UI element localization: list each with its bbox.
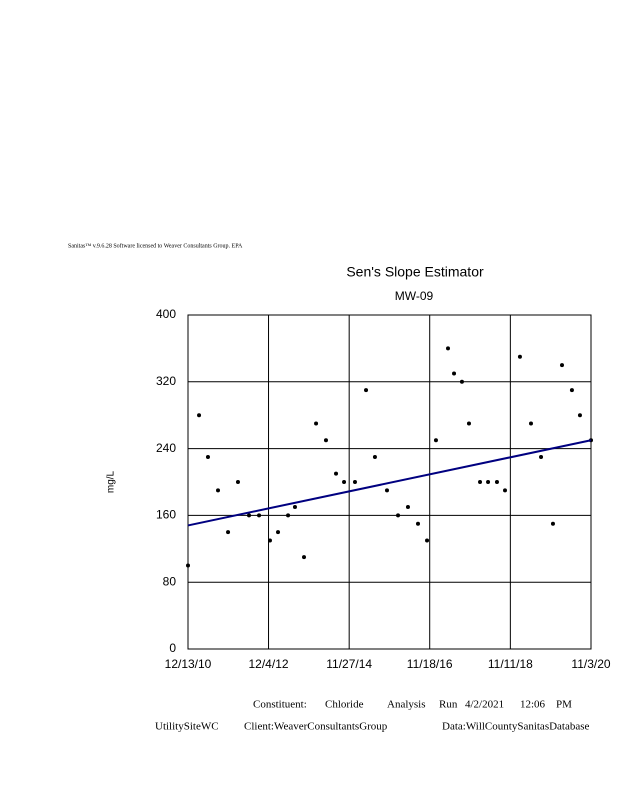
data-point — [235, 480, 240, 484]
data-point — [186, 563, 190, 568]
data-point — [286, 513, 291, 518]
x-tick-label: 11/11/18 — [488, 657, 533, 671]
x-tick-label: 11/27/14 — [326, 657, 372, 671]
data-point — [257, 513, 262, 518]
data-point — [384, 488, 389, 493]
data-point — [334, 471, 339, 476]
software-header: Sanitas™ v.9.6.28 Software licensed to W… — [68, 242, 243, 249]
data-point — [314, 421, 319, 426]
data-point — [577, 413, 582, 418]
data-point — [517, 354, 522, 359]
data-point — [197, 413, 202, 418]
data-point — [216, 488, 221, 493]
data-point — [494, 480, 499, 484]
chart-title: Sen's Slope Estimator — [346, 264, 484, 280]
data-point — [452, 371, 457, 376]
data-point — [550, 521, 555, 526]
y-tick-label: 80 — [163, 574, 177, 588]
footer-text: 4/2/2021 — [465, 699, 504, 711]
data-point — [267, 538, 272, 543]
footer-text: Data:WillCountySanitasDatabase — [442, 721, 590, 733]
data-point — [405, 505, 410, 510]
y-tick-label: 240 — [156, 441, 176, 455]
data-point — [569, 388, 574, 393]
y-tick-label: 0 — [169, 641, 176, 655]
data-point — [276, 530, 281, 535]
trend-line — [187, 439, 592, 527]
footer-text: Run — [439, 699, 458, 711]
data-point — [302, 555, 307, 560]
data-point — [323, 438, 328, 443]
x-tick-label: 12/4/12 — [249, 657, 289, 671]
data-point — [433, 438, 438, 443]
data-point — [478, 480, 483, 484]
chart-subtitle: MW-09 — [395, 289, 434, 303]
data-point — [486, 480, 491, 484]
y-tick-label: 400 — [156, 307, 176, 321]
y-tick-label: 160 — [156, 508, 176, 522]
data-point — [292, 505, 297, 510]
y-tick-label: 320 — [156, 374, 176, 388]
data-point — [226, 530, 231, 535]
footer-text: Constituent: — [253, 699, 307, 711]
footer-text: PM — [556, 699, 572, 711]
data-point — [372, 454, 377, 459]
data-point — [364, 388, 369, 393]
data-point — [466, 421, 471, 426]
x-tick-label: 11/18/16 — [407, 657, 453, 671]
data-point — [247, 513, 252, 518]
footer-text: UtilitySiteWC — [155, 721, 219, 733]
y-axis-label: mg/L — [106, 470, 117, 493]
footer-text: 12:06 — [520, 699, 546, 711]
data-point — [446, 346, 451, 351]
data-point — [425, 538, 430, 543]
x-tick-label: 11/3/20 — [571, 657, 610, 671]
footer-text: Analysis — [387, 699, 426, 711]
x-tick-label: 12/13/10 — [165, 657, 212, 671]
data-point — [459, 379, 464, 384]
data-point — [559, 363, 564, 368]
data-point — [415, 521, 420, 526]
data-point — [205, 454, 210, 459]
data-point — [539, 454, 544, 459]
data-point — [352, 480, 357, 484]
data-point — [503, 488, 508, 493]
data-point — [396, 513, 401, 518]
footer-text: Chloride — [325, 699, 364, 711]
data-point — [342, 480, 347, 484]
footer-text: Client:WeaverConsultantsGroup — [244, 721, 388, 733]
data-point — [528, 421, 533, 426]
